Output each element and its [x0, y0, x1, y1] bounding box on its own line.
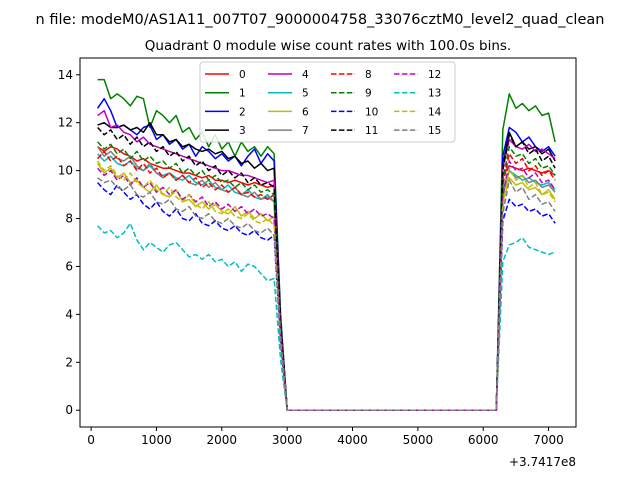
legend-label-12: 12: [428, 69, 441, 81]
series-layer: [96, 78, 556, 411]
figure-suptitle: n file: modeM0/AS1A11_007T07_9000004758_…: [36, 12, 605, 28]
legend-label-9: 9: [365, 88, 372, 100]
y-tick-label: 12: [58, 116, 73, 130]
x-tick-label: 2000: [207, 433, 238, 447]
y-tick-label: 4: [65, 307, 73, 321]
legend-label-4: 4: [302, 69, 309, 81]
x-axis: 0 1000 2000 3000 4000 5000 6000 7000: [87, 427, 564, 447]
x-tick-label: 7000: [533, 433, 564, 447]
legend-label-8: 8: [365, 69, 372, 81]
legend-label-11: 11: [365, 125, 378, 137]
legend-label-5: 5: [302, 88, 309, 100]
legend-frame: [199, 61, 456, 143]
axes-frame: [79, 57, 577, 428]
x-tick-label: 6000: [468, 433, 499, 447]
y-tick-label: 8: [65, 212, 73, 226]
legend-label-0: 0: [239, 69, 246, 81]
y-axis: 0 2 4 6 8 10 12 14: [58, 68, 80, 417]
legend-label-10: 10: [365, 106, 378, 118]
y-tick-label: 0: [65, 403, 73, 417]
x-tick-label: 5000: [403, 433, 434, 447]
legend-label-3: 3: [239, 125, 246, 137]
x-tick-label: 0: [87, 433, 95, 447]
legend-label-15: 15: [428, 125, 441, 137]
y-tick-label: 14: [58, 68, 73, 82]
series-line-15: [97, 177, 556, 411]
legend-label-6: 6: [302, 106, 309, 118]
y-tick-label: 10: [58, 164, 73, 178]
legend-label-2: 2: [239, 106, 246, 118]
legend-label-13: 13: [428, 88, 441, 100]
x-tick-label: 4000: [337, 433, 368, 447]
legend-label-7: 7: [302, 125, 309, 137]
x-axis-offset-label: +3.7417e8: [509, 455, 576, 469]
x-tick-label: 1000: [141, 433, 172, 447]
legend-label-14: 14: [428, 106, 442, 118]
x-tick-label: 3000: [272, 433, 303, 447]
y-tick-label: 2: [65, 355, 73, 369]
legend-label-1: 1: [239, 88, 246, 100]
y-tick-label: 6: [65, 259, 73, 273]
chart-title: Quadrant 0 module wise count rates with …: [145, 38, 511, 54]
